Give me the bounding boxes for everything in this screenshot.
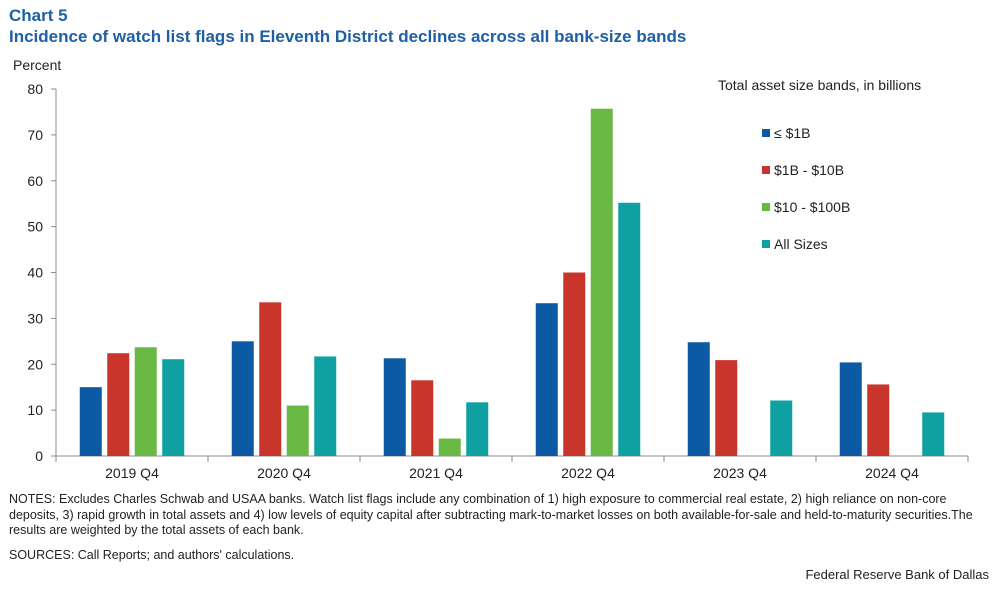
sources-text: SOURCES: Call Reports; and authors' calc… <box>9 548 295 562</box>
legend-item: $10 - $100B <box>762 199 850 215</box>
y-tick-label: 40 <box>27 265 43 281</box>
x-tick-label: 2023 Q4 <box>713 465 767 481</box>
legend-item: $1B - $10B <box>762 162 844 178</box>
legend-swatch <box>762 166 770 174</box>
legend-label: All Sizes <box>774 236 828 252</box>
y-tick-label: 70 <box>27 127 43 143</box>
bar <box>438 438 461 456</box>
x-tick-label: 2024 Q4 <box>865 465 919 481</box>
bar <box>231 341 254 456</box>
bar <box>922 412 945 456</box>
legend-title: Total asset size bands, in billions <box>718 77 922 93</box>
legend-item: All Sizes <box>762 236 828 252</box>
y-tick-label: 50 <box>27 219 43 235</box>
bar <box>839 362 862 456</box>
y-tick-label: 80 <box>27 81 43 97</box>
legend-label: $1B - $10B <box>774 162 845 178</box>
legend-label: ≤ $1B <box>774 125 811 141</box>
bar <box>162 359 185 456</box>
bar <box>286 405 309 456</box>
bar <box>134 347 157 456</box>
x-tick-label: 2022 Q4 <box>561 465 615 481</box>
bar <box>618 202 641 456</box>
chart-label: Chart 5 <box>9 6 68 25</box>
bar <box>79 387 102 456</box>
chart-title: Incidence of watch list flags in Elevent… <box>9 27 687 46</box>
y-tick-label: 10 <box>27 402 43 418</box>
y-tick-label: 30 <box>27 310 43 326</box>
legend-item: ≤ $1B <box>762 125 810 141</box>
x-tick-label: 2020 Q4 <box>257 465 311 481</box>
y-tick-label: 0 <box>35 448 43 464</box>
x-tick-label: 2019 Q4 <box>105 465 159 481</box>
bar <box>466 402 489 456</box>
bar <box>867 384 890 456</box>
bar <box>770 400 793 456</box>
bar <box>314 356 337 456</box>
bar <box>383 358 406 456</box>
bar <box>687 342 710 456</box>
bar <box>259 302 282 456</box>
legend-swatch <box>762 240 770 248</box>
y-tick-label: 60 <box>27 173 43 189</box>
x-tick-label: 2021 Q4 <box>409 465 463 481</box>
notes-text: NOTES: Excludes Charles Schwab and USAA … <box>9 492 973 537</box>
legend-swatch <box>762 203 770 211</box>
bar <box>411 380 434 456</box>
bar <box>107 353 130 456</box>
bar <box>590 108 613 456</box>
legend-swatch <box>762 129 770 137</box>
bar <box>563 272 586 456</box>
bar <box>535 303 558 456</box>
legend-label: $10 - $100B <box>774 199 851 215</box>
bar <box>715 360 738 456</box>
credit-text: Federal Reserve Bank of Dallas <box>805 567 989 582</box>
y-axis-label: Percent <box>13 57 62 73</box>
y-tick-label: 20 <box>27 356 43 372</box>
